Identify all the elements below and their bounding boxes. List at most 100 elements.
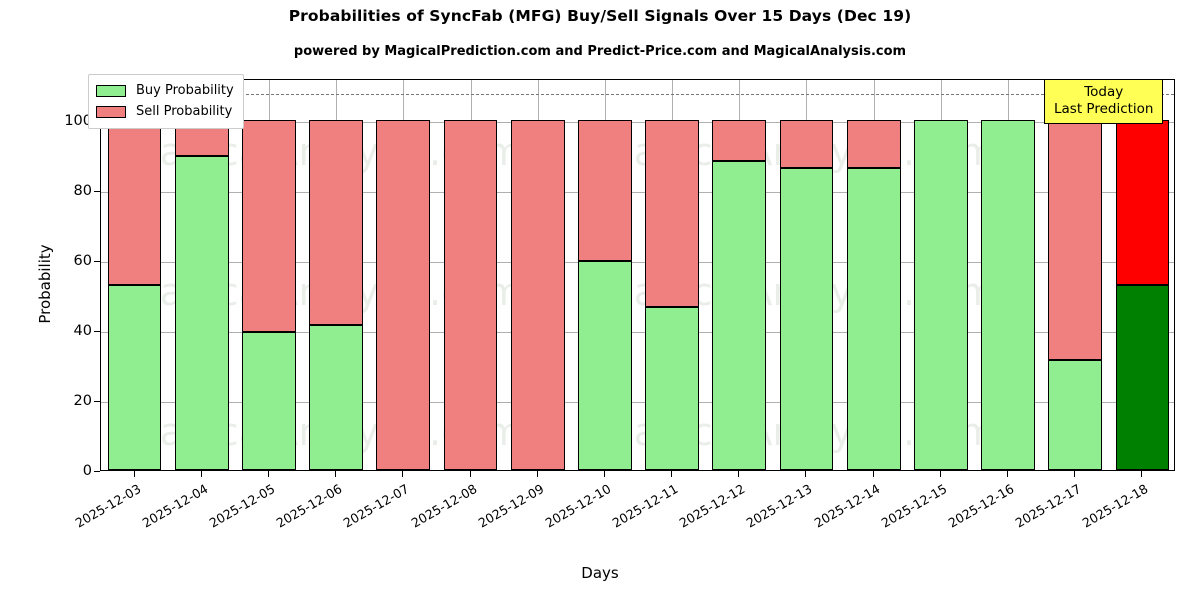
x-axis-tick-mark [469, 471, 471, 477]
bar-segment[interactable] [645, 307, 699, 470]
bar-segment[interactable] [779, 167, 834, 470]
x-axis-tick-mark [805, 471, 807, 477]
bar-segment[interactable] [712, 160, 767, 470]
x-axis-tick-label: 2025-12-18 [1080, 481, 1151, 531]
y-axis-label: Probability [36, 244, 54, 324]
x-axis-tick-mark [671, 471, 673, 477]
x-axis-tick-mark [133, 471, 135, 477]
bar-segment[interactable] [779, 120, 834, 168]
x-axis-tick-mark [1141, 471, 1143, 477]
x-axis-tick-mark [603, 471, 605, 477]
bar-segment[interactable] [107, 284, 162, 470]
bar-group[interactable] [309, 80, 364, 470]
bar-group[interactable] [376, 80, 431, 470]
y-axis-tick-mark [94, 471, 100, 472]
x-axis-tick-label: 2025-12-12 [676, 481, 748, 531]
y-axis-tick-label: 0 [82, 463, 92, 479]
chart-title: Probabilities of SyncFab (MFG) Buy/Sell … [288, 7, 912, 25]
x-axis-tick-label: 2025-12-03 [72, 481, 144, 531]
chart-legend: Buy Probability Sell Probability [88, 74, 244, 129]
today-annotation-line1: Today [1084, 84, 1124, 100]
x-axis-tick-label: 2025-12-06 [273, 481, 345, 531]
bar-segment[interactable] [510, 120, 565, 470]
bar-group[interactable] [645, 80, 699, 470]
bar-segment[interactable] [846, 167, 901, 470]
bar-group[interactable] [1115, 80, 1170, 470]
x-axis-tick-label: 2025-12-07 [340, 481, 412, 531]
gridline-horizontal [101, 122, 1174, 123]
bar-group[interactable] [913, 80, 968, 470]
legend-item[interactable]: Sell Probability [96, 101, 234, 122]
bar-group[interactable] [846, 80, 901, 470]
bars-layer [101, 80, 1174, 470]
today-annotation: Today Last Prediction [1044, 79, 1164, 124]
x-axis-tick-label: 2025-12-04 [139, 481, 211, 531]
x-axis-tick-label: 2025-12-15 [878, 481, 950, 531]
x-axis-tick-mark [267, 471, 269, 477]
bar-segment[interactable] [1048, 120, 1103, 361]
x-axis-tick-mark [200, 471, 202, 477]
x-axis-label: Days [581, 564, 619, 582]
gridline-horizontal [101, 332, 1174, 333]
bar-segment[interactable] [913, 120, 968, 470]
bar-segment[interactable] [645, 120, 699, 308]
bar-group[interactable] [779, 80, 834, 470]
bar-group[interactable] [107, 80, 162, 470]
bar-segment[interactable] [1048, 360, 1103, 470]
bar-segment[interactable] [578, 120, 632, 261]
x-axis-tick-label: 2025-12-13 [744, 481, 815, 531]
y-axis-tick-mark [94, 331, 100, 332]
legend-swatch-icon [96, 84, 126, 97]
bar-segment[interactable] [443, 120, 498, 470]
bar-group[interactable] [578, 80, 632, 470]
today-annotation-line2: Last Prediction [1054, 101, 1154, 117]
x-axis-tick-label: 2025-12-05 [206, 481, 278, 531]
gridline-horizontal [101, 192, 1174, 193]
y-axis-tick-label: 100 [64, 113, 92, 129]
bar-group[interactable] [242, 80, 296, 470]
gridline-horizontal [101, 262, 1174, 263]
plot-area: MagicalAnalysis.comMagicalAnalysis.comMa… [100, 79, 1175, 471]
y-axis-tick-label: 80 [73, 183, 92, 199]
x-axis-tick-label: 2025-12-17 [1012, 481, 1084, 531]
y-axis-tick-mark [94, 401, 100, 402]
bar-group[interactable] [981, 80, 1035, 470]
legend-item-label: Buy Probability [136, 83, 234, 98]
bar-segment[interactable] [712, 120, 767, 161]
bar-group[interactable] [712, 80, 767, 470]
bar-segment[interactable] [107, 120, 162, 285]
bar-segment[interactable] [1115, 284, 1170, 470]
y-axis-tick-label: 40 [73, 323, 92, 339]
legend-swatch-icon [96, 105, 126, 118]
bar-segment[interactable] [1115, 120, 1170, 285]
bar-segment[interactable] [174, 155, 229, 470]
x-axis-tick-mark [738, 471, 740, 477]
y-axis-tick-label: 20 [73, 393, 92, 409]
bar-segment[interactable] [578, 260, 632, 470]
bar-segment[interactable] [309, 120, 364, 325]
x-axis-tick-mark [939, 471, 941, 477]
bar-segment[interactable] [242, 331, 296, 470]
x-axis-tick-mark [335, 471, 337, 477]
x-axis-tick-mark [872, 471, 874, 477]
bar-segment[interactable] [309, 324, 364, 470]
x-axis-tick-label: 2025-12-08 [408, 481, 480, 531]
bar-group[interactable] [443, 80, 498, 470]
bar-segment[interactable] [242, 120, 296, 332]
gridline-horizontal [101, 402, 1174, 403]
bar-segment[interactable] [981, 120, 1035, 470]
x-axis-tick-mark [402, 471, 404, 477]
legend-item[interactable]: Buy Probability [96, 80, 234, 101]
x-axis-tick-label: 2025-12-09 [475, 481, 547, 531]
x-axis-tick-label: 2025-12-14 [811, 481, 883, 531]
x-axis-tick-mark [1007, 471, 1009, 477]
bar-segment[interactable] [376, 120, 431, 470]
bar-group[interactable] [510, 80, 565, 470]
bar-group[interactable] [1048, 80, 1103, 470]
bar-segment[interactable] [846, 120, 901, 168]
threshold-dashed-line [101, 94, 1174, 95]
x-axis-tick-mark [1074, 471, 1076, 477]
bar-group[interactable] [174, 80, 229, 470]
x-axis-tick-label: 2025-12-16 [945, 481, 1017, 531]
